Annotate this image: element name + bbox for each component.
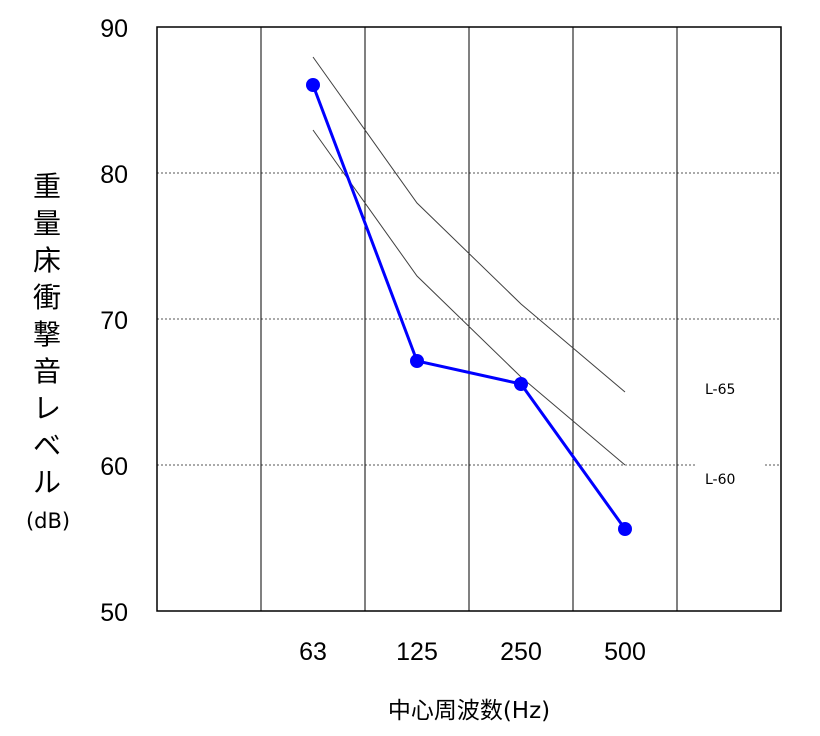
label-l65: L-65 bbox=[705, 382, 735, 398]
y-tick-80: 80 bbox=[100, 161, 128, 189]
x-tick-250: 250 bbox=[500, 638, 542, 666]
y-tick-90: 90 bbox=[100, 15, 128, 43]
y-tick-70: 70 bbox=[100, 307, 128, 335]
svg-text:音: 音 bbox=[33, 355, 61, 388]
label-l60: L-60 bbox=[705, 472, 735, 488]
svg-text:ル: ル bbox=[33, 466, 61, 499]
data-point-250 bbox=[514, 377, 528, 391]
x-axis-label: 中心周波数(Hz) bbox=[388, 698, 550, 724]
svg-text:量: 量 bbox=[33, 207, 61, 240]
y-axis-unit: (dB) bbox=[26, 509, 70, 533]
x-axis-ticks: 63 125 250 500 bbox=[299, 638, 646, 666]
x-tick-500: 500 bbox=[604, 638, 646, 666]
data-point-63 bbox=[306, 78, 320, 92]
x-tick-125: 125 bbox=[396, 638, 438, 666]
svg-text:重: 重 bbox=[33, 170, 61, 203]
svg-text:ベ: ベ bbox=[33, 429, 61, 462]
reference-curve-l65 bbox=[312, 56, 626, 393]
plot-frame bbox=[156, 26, 782, 612]
measured-series-markers bbox=[306, 78, 632, 536]
svg-text:床: 床 bbox=[33, 244, 61, 277]
svg-text:衝: 衝 bbox=[33, 281, 61, 314]
measured-series-line bbox=[311, 84, 627, 530]
reference-curve-l60 bbox=[312, 129, 626, 466]
y-axis-ticks: 90 80 70 60 50 bbox=[100, 15, 128, 627]
data-point-125 bbox=[410, 354, 424, 368]
y-tick-60: 60 bbox=[100, 453, 128, 481]
y-tick-50: 50 bbox=[100, 599, 128, 627]
vertical-gridlines bbox=[260, 27, 678, 611]
y-axis-label: 重 量 床 衝 撃 音 レ ベ ル bbox=[33, 170, 61, 499]
svg-text:撃: 撃 bbox=[33, 318, 61, 351]
data-point-500 bbox=[618, 522, 632, 536]
x-tick-63: 63 bbox=[299, 638, 327, 666]
svg-text:レ: レ bbox=[33, 392, 61, 425]
